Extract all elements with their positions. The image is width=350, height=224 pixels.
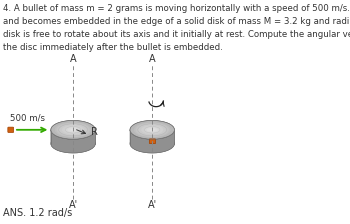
Text: A: A (149, 54, 155, 64)
Ellipse shape (51, 134, 95, 153)
Polygon shape (51, 130, 95, 153)
Polygon shape (130, 130, 174, 153)
Ellipse shape (135, 123, 169, 137)
Ellipse shape (130, 134, 174, 153)
FancyBboxPatch shape (8, 127, 14, 132)
Text: A': A' (69, 200, 78, 210)
Ellipse shape (138, 124, 166, 136)
Text: R: R (91, 127, 98, 137)
Ellipse shape (65, 126, 82, 133)
Ellipse shape (70, 129, 76, 131)
Ellipse shape (51, 121, 95, 139)
Ellipse shape (141, 125, 163, 134)
Text: A': A' (148, 200, 157, 210)
Text: 4. A bullet of mass m = 2 grams is moving horizontally with a speed of 500 m/s. : 4. A bullet of mass m = 2 grams is movin… (2, 4, 350, 13)
Ellipse shape (59, 124, 87, 136)
Ellipse shape (130, 121, 174, 139)
Text: 500 m/s: 500 m/s (10, 113, 46, 122)
Ellipse shape (54, 122, 92, 138)
Ellipse shape (147, 127, 158, 132)
Text: disk is free to rotate about its axis and it initially at rest. Compute the angu: disk is free to rotate about its axis an… (2, 30, 350, 39)
Ellipse shape (149, 129, 155, 131)
Ellipse shape (133, 122, 172, 138)
Text: A: A (70, 54, 76, 64)
Ellipse shape (130, 121, 174, 139)
Ellipse shape (51, 121, 95, 139)
Ellipse shape (62, 125, 84, 134)
Text: the disc immediately after the bullet is embedded.: the disc immediately after the bullet is… (2, 43, 222, 52)
FancyBboxPatch shape (149, 139, 156, 144)
Text: ANS. 1.2 rad/s: ANS. 1.2 rad/s (2, 208, 72, 218)
Ellipse shape (144, 126, 161, 133)
Ellipse shape (56, 123, 90, 137)
Ellipse shape (68, 127, 79, 132)
Text: and becomes embedded in the edge of a solid disk of mass M = 3.2 kg and radius R: and becomes embedded in the edge of a so… (2, 17, 350, 26)
